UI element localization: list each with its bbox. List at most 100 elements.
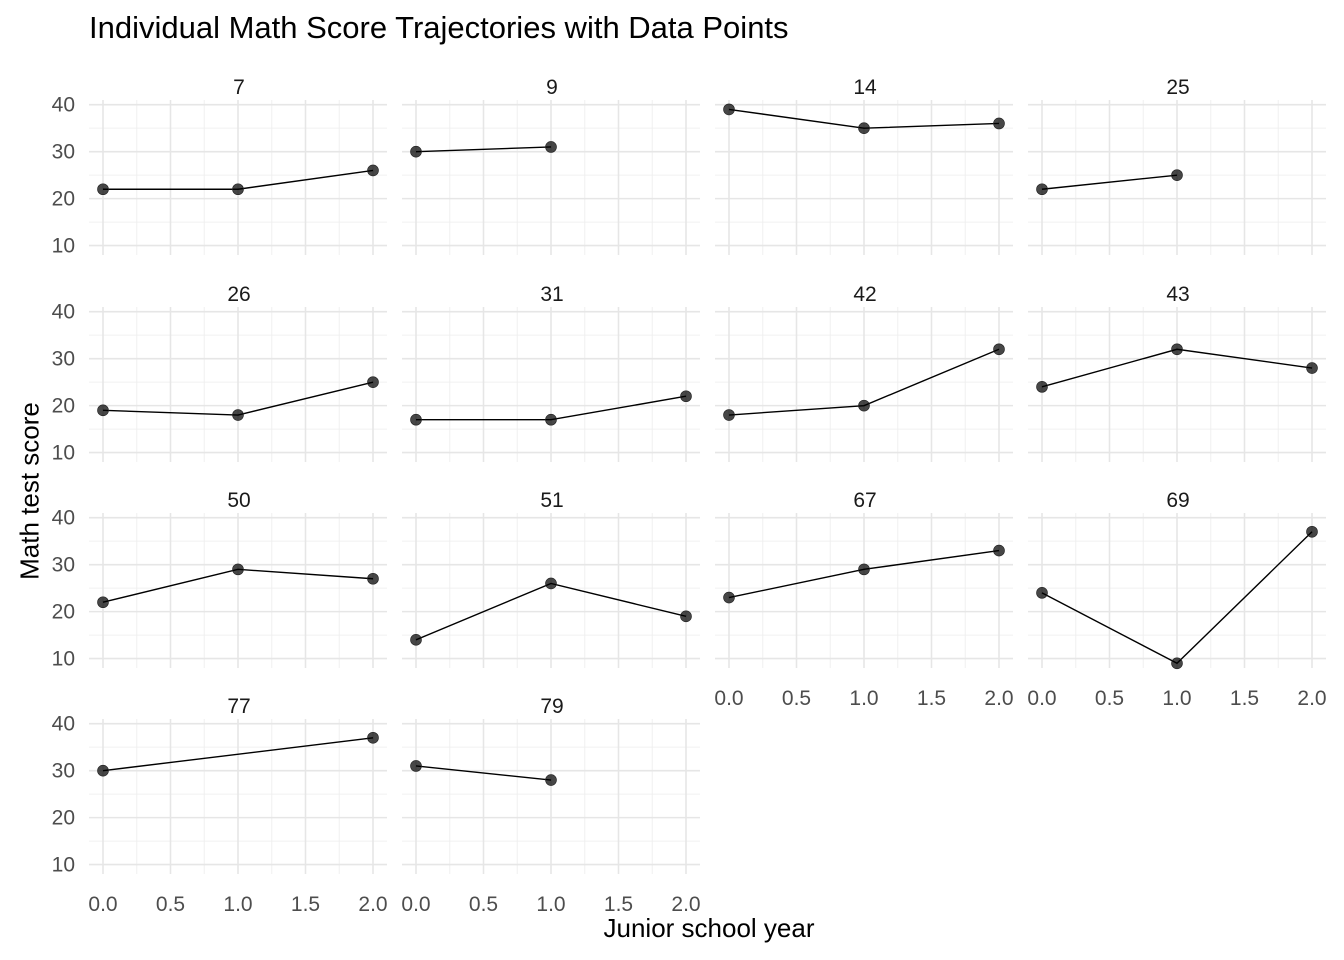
facet-strip-label: 67 [853,489,876,512]
data-point [367,164,379,177]
data-point [858,399,870,412]
x-tick-label: 0.5 [1095,687,1124,710]
facet-panel: 50 10 20 30 40 [52,489,387,671]
y-tick-label: 30 [52,554,75,577]
data-point [545,577,557,590]
facet-panel: 67 0.0 0.5 1.0 1.5 2.0 [714,489,1013,710]
data-point [232,563,244,576]
x-tick-label: 1.0 [223,893,252,916]
facet-panel: 31 [402,283,700,462]
facet-strip-label: 14 [853,76,877,99]
data-point [410,145,422,158]
data-point [410,634,422,646]
x-tick-label: 2.0 [984,687,1013,710]
chart-title: Individual Math Score Trajectories with … [89,10,789,45]
facet-strip-label: 42 [853,283,876,306]
facet-strip-label: 31 [540,283,563,306]
data-point [993,343,1005,356]
facet-panel: 9 [402,76,700,255]
data-point [545,413,557,426]
data-point [97,596,109,609]
facet-panel: 26 10 20 30 40 [52,283,387,465]
facet-panel: 79 0.0 0.5 1.0 1.5 2.0 [401,695,700,916]
data-point [97,183,109,196]
facet-panel: 7 10 20 30 40 [52,76,387,258]
x-tick-label: 0.0 [1027,687,1056,710]
x-tick-label: 1.5 [1230,687,1259,710]
data-point [1036,587,1048,599]
data-point [993,544,1005,557]
data-point [367,572,379,585]
data-point [410,413,422,426]
data-point [1306,525,1318,538]
y-tick-label: 40 [52,713,75,736]
data-point [993,117,1005,130]
facet-strip-label: 7 [233,76,245,99]
facet-strip-label: 43 [1166,283,1189,306]
y-tick-label: 20 [52,807,75,830]
data-point [723,591,735,604]
data-point [545,774,557,786]
x-tick-label: 1.0 [536,893,565,916]
y-tick-label: 20 [52,395,75,418]
facet-panel: 25 [1028,76,1326,255]
y-tick-label: 10 [52,648,75,671]
data-point [1171,169,1183,181]
facet-strip-label: 51 [540,489,563,512]
data-point [410,760,422,772]
data-point [1171,657,1183,670]
x-tick-label: 2.0 [358,893,387,916]
data-point [1036,381,1048,393]
data-point [97,404,109,417]
data-point [232,183,244,196]
y-tick-label: 40 [52,507,75,530]
trajectory-line [415,146,552,153]
x-axis-label: Junior school year [603,913,815,943]
y-tick-label: 20 [52,188,75,211]
facet-strip-label: 26 [227,283,250,306]
facet-panel: 43 [1028,283,1326,462]
data-point [858,122,870,134]
x-tick-label: 0.0 [88,893,117,916]
facet-panel: 42 [715,283,1013,462]
x-tick-label: 0.5 [469,893,498,916]
data-point [680,390,692,403]
trajectory-line [415,765,552,781]
x-tick-label: 0.5 [782,687,811,710]
data-point [367,731,379,744]
y-tick-label: 10 [52,854,75,877]
facet-strip-label: 9 [546,76,558,99]
x-tick-label: 2.0 [671,893,700,916]
data-point [232,409,244,421]
facet-panel: 77 10 20 30 40 0.0 0.5 1.0 1.5 2.0 [52,695,388,916]
data-point [1036,183,1048,196]
x-tick-label: 1.5 [291,893,320,916]
data-point [680,610,692,623]
data-point [1306,362,1318,374]
data-point [367,376,379,388]
y-tick-label: 30 [52,348,75,371]
data-point [723,103,735,116]
y-tick-label: 30 [52,760,75,783]
facet-strip-label: 25 [1166,76,1189,99]
facet-panel: 51 [402,489,700,668]
facet-strip-label: 50 [227,489,250,512]
data-point [545,141,557,153]
y-tick-label: 10 [52,235,75,258]
facet-panel: 14 [715,76,1013,255]
x-tick-label: 1.0 [849,687,878,710]
x-tick-label: 1.0 [1162,687,1191,710]
y-tick-label: 20 [52,601,75,624]
x-tick-label: 1.5 [917,687,946,710]
trajectory-line [1041,174,1178,190]
x-tick-label: 0.5 [156,893,185,916]
data-point [858,563,870,576]
y-tick-label: 30 [52,141,75,164]
x-tick-label: 0.0 [714,687,743,710]
x-tick-label: 0.0 [401,893,430,916]
x-tick-label: 1.5 [604,893,633,916]
x-tick-label: 2.0 [1297,687,1326,710]
facet-panel: 69 0.0 0.5 1.0 1.5 2.0 [1027,489,1326,710]
facet-strip-label: 77 [227,695,250,718]
